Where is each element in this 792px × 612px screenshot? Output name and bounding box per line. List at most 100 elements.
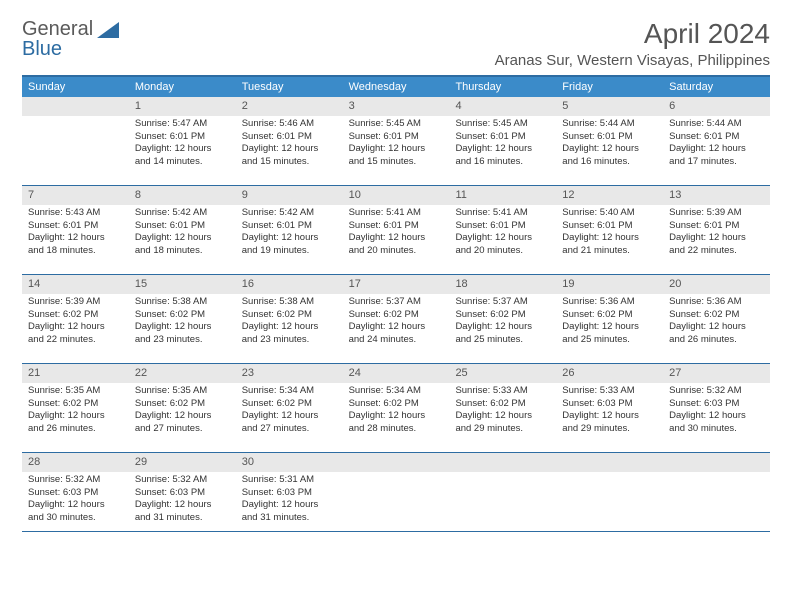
day-number: 12 — [556, 186, 663, 205]
day-number: 21 — [22, 364, 129, 383]
cell-body: Sunrise: 5:31 AMSunset: 6:03 PMDaylight:… — [236, 472, 343, 531]
daylight-text: Daylight: 12 hours and 30 minutes. — [28, 499, 123, 525]
daylight-text: Daylight: 12 hours and 18 minutes. — [135, 232, 230, 258]
cell-body: Sunrise: 5:42 AMSunset: 6:01 PMDaylight:… — [129, 205, 236, 264]
sunset-text: Sunset: 6:02 PM — [455, 309, 550, 322]
sunset-text: Sunset: 6:02 PM — [135, 309, 230, 322]
sunset-text: Sunset: 6:01 PM — [669, 131, 764, 144]
daylight-text: Daylight: 12 hours and 25 minutes. — [455, 321, 550, 347]
day-number — [343, 453, 450, 472]
cell-body — [556, 472, 663, 480]
cell-body: Sunrise: 5:37 AMSunset: 6:02 PMDaylight:… — [343, 294, 450, 353]
sunrise-text: Sunrise: 5:41 AM — [349, 207, 444, 220]
daylight-text: Daylight: 12 hours and 27 minutes. — [242, 410, 337, 436]
calendar-cell — [556, 453, 663, 531]
cell-body: Sunrise: 5:45 AMSunset: 6:01 PMDaylight:… — [449, 116, 556, 175]
cell-body: Sunrise: 5:33 AMSunset: 6:02 PMDaylight:… — [449, 383, 556, 442]
sunset-text: Sunset: 6:02 PM — [349, 309, 444, 322]
day-number: 20 — [663, 275, 770, 294]
calendar-cell: 27Sunrise: 5:32 AMSunset: 6:03 PMDayligh… — [663, 364, 770, 452]
week-row: 14Sunrise: 5:39 AMSunset: 6:02 PMDayligh… — [22, 275, 770, 364]
day-number: 19 — [556, 275, 663, 294]
sunrise-text: Sunrise: 5:38 AM — [135, 296, 230, 309]
calendar-cell: 9Sunrise: 5:42 AMSunset: 6:01 PMDaylight… — [236, 186, 343, 274]
sunset-text: Sunset: 6:03 PM — [28, 487, 123, 500]
weeks-container: 1Sunrise: 5:47 AMSunset: 6:01 PMDaylight… — [22, 97, 770, 532]
calendar-cell: 24Sunrise: 5:34 AMSunset: 6:02 PMDayligh… — [343, 364, 450, 452]
calendar: Sunday Monday Tuesday Wednesday Thursday… — [22, 75, 770, 532]
daylight-text: Daylight: 12 hours and 14 minutes. — [135, 143, 230, 169]
day-number: 14 — [22, 275, 129, 294]
daylight-text: Daylight: 12 hours and 22 minutes. — [669, 232, 764, 258]
calendar-cell: 1Sunrise: 5:47 AMSunset: 6:01 PMDaylight… — [129, 97, 236, 185]
calendar-cell: 26Sunrise: 5:33 AMSunset: 6:03 PMDayligh… — [556, 364, 663, 452]
day-number — [556, 453, 663, 472]
daylight-text: Daylight: 12 hours and 29 minutes. — [455, 410, 550, 436]
sunset-text: Sunset: 6:01 PM — [135, 131, 230, 144]
calendar-cell: 11Sunrise: 5:41 AMSunset: 6:01 PMDayligh… — [449, 186, 556, 274]
cell-body: Sunrise: 5:41 AMSunset: 6:01 PMDaylight:… — [449, 205, 556, 264]
day-header-wed: Wednesday — [343, 77, 450, 97]
sunset-text: Sunset: 6:02 PM — [28, 309, 123, 322]
sunset-text: Sunset: 6:01 PM — [28, 220, 123, 233]
day-header-sat: Saturday — [663, 77, 770, 97]
calendar-cell: 29Sunrise: 5:32 AMSunset: 6:03 PMDayligh… — [129, 453, 236, 531]
calendar-cell — [22, 97, 129, 185]
day-number: 17 — [343, 275, 450, 294]
day-number: 7 — [22, 186, 129, 205]
week-row: 1Sunrise: 5:47 AMSunset: 6:01 PMDaylight… — [22, 97, 770, 186]
sunrise-text: Sunrise: 5:36 AM — [562, 296, 657, 309]
sunset-text: Sunset: 6:02 PM — [135, 398, 230, 411]
daylight-text: Daylight: 12 hours and 23 minutes. — [242, 321, 337, 347]
sunset-text: Sunset: 6:02 PM — [455, 398, 550, 411]
day-header-sun: Sunday — [22, 77, 129, 97]
cell-body: Sunrise: 5:33 AMSunset: 6:03 PMDaylight:… — [556, 383, 663, 442]
calendar-cell: 6Sunrise: 5:44 AMSunset: 6:01 PMDaylight… — [663, 97, 770, 185]
sunrise-text: Sunrise: 5:36 AM — [669, 296, 764, 309]
sunrise-text: Sunrise: 5:41 AM — [455, 207, 550, 220]
sunrise-text: Sunrise: 5:35 AM — [135, 385, 230, 398]
calendar-cell: 3Sunrise: 5:45 AMSunset: 6:01 PMDaylight… — [343, 97, 450, 185]
cell-body — [449, 472, 556, 480]
daylight-text: Daylight: 12 hours and 19 minutes. — [242, 232, 337, 258]
cell-body: Sunrise: 5:34 AMSunset: 6:02 PMDaylight:… — [236, 383, 343, 442]
month-title: April 2024 — [495, 18, 770, 50]
sunrise-text: Sunrise: 5:40 AM — [562, 207, 657, 220]
sunset-text: Sunset: 6:01 PM — [455, 220, 550, 233]
day-number: 26 — [556, 364, 663, 383]
cell-body: Sunrise: 5:34 AMSunset: 6:02 PMDaylight:… — [343, 383, 450, 442]
cell-body: Sunrise: 5:36 AMSunset: 6:02 PMDaylight:… — [556, 294, 663, 353]
calendar-cell: 21Sunrise: 5:35 AMSunset: 6:02 PMDayligh… — [22, 364, 129, 452]
daylight-text: Daylight: 12 hours and 29 minutes. — [562, 410, 657, 436]
daylight-text: Daylight: 12 hours and 15 minutes. — [349, 143, 444, 169]
day-number: 22 — [129, 364, 236, 383]
day-number: 4 — [449, 97, 556, 116]
daylight-text: Daylight: 12 hours and 31 minutes. — [242, 499, 337, 525]
calendar-cell: 20Sunrise: 5:36 AMSunset: 6:02 PMDayligh… — [663, 275, 770, 363]
calendar-cell — [663, 453, 770, 531]
sunset-text: Sunset: 6:03 PM — [242, 487, 337, 500]
cell-body: Sunrise: 5:45 AMSunset: 6:01 PMDaylight:… — [343, 116, 450, 175]
sunrise-text: Sunrise: 5:33 AM — [455, 385, 550, 398]
calendar-cell: 4Sunrise: 5:45 AMSunset: 6:01 PMDaylight… — [449, 97, 556, 185]
cell-body: Sunrise: 5:38 AMSunset: 6:02 PMDaylight:… — [129, 294, 236, 353]
calendar-cell: 25Sunrise: 5:33 AMSunset: 6:02 PMDayligh… — [449, 364, 556, 452]
sunset-text: Sunset: 6:02 PM — [562, 309, 657, 322]
day-number — [449, 453, 556, 472]
day-header-fri: Friday — [556, 77, 663, 97]
logo-text-blue: Blue — [22, 38, 62, 61]
title-block: April 2024 Aranas Sur, Western Visayas, … — [495, 18, 770, 69]
sunset-text: Sunset: 6:01 PM — [669, 220, 764, 233]
day-number: 28 — [22, 453, 129, 472]
day-header-row: Sunday Monday Tuesday Wednesday Thursday… — [22, 77, 770, 97]
day-number: 30 — [236, 453, 343, 472]
logo-triangle-icon — [97, 22, 119, 38]
sunset-text: Sunset: 6:01 PM — [349, 131, 444, 144]
calendar-cell: 19Sunrise: 5:36 AMSunset: 6:02 PMDayligh… — [556, 275, 663, 363]
sunrise-text: Sunrise: 5:31 AM — [242, 474, 337, 487]
day-number: 16 — [236, 275, 343, 294]
calendar-cell: 30Sunrise: 5:31 AMSunset: 6:03 PMDayligh… — [236, 453, 343, 531]
sunset-text: Sunset: 6:02 PM — [28, 398, 123, 411]
day-number: 10 — [343, 186, 450, 205]
sunset-text: Sunset: 6:02 PM — [669, 309, 764, 322]
